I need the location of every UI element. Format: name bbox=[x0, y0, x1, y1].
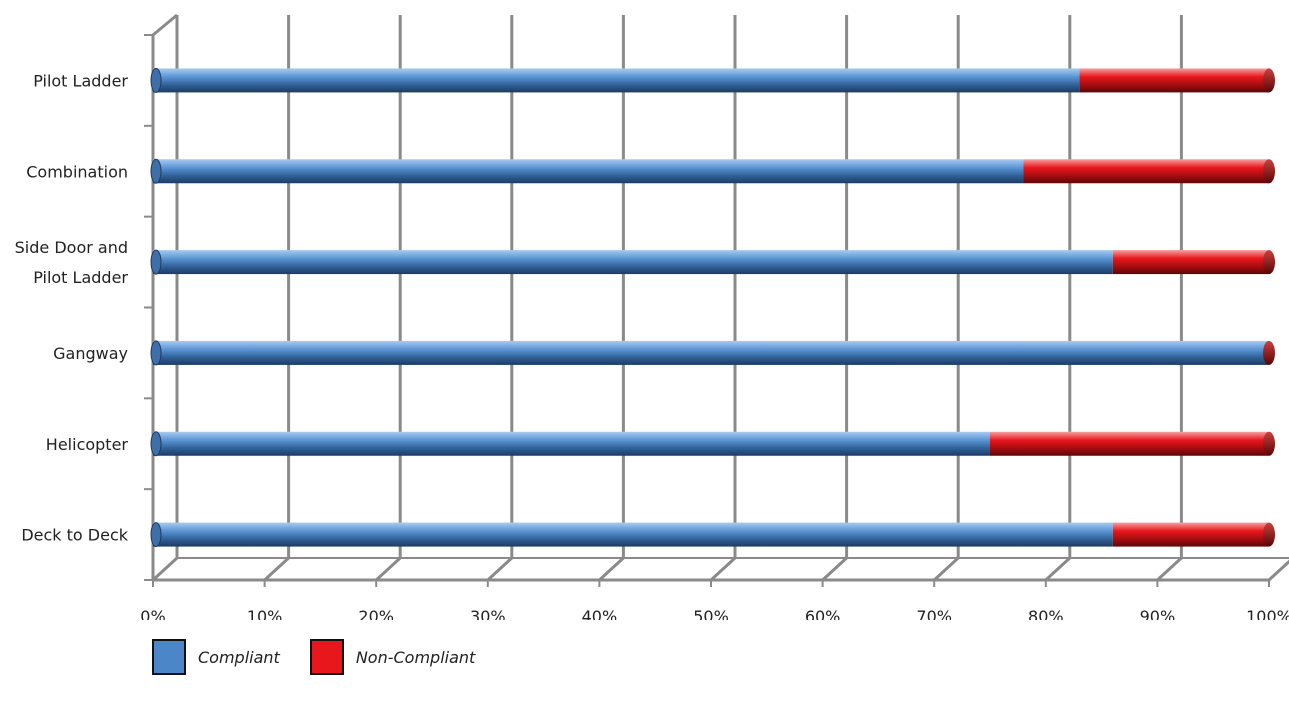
x-tick-label-2: 20% bbox=[358, 607, 394, 620]
bar-start-cap-5 bbox=[150, 522, 162, 548]
bar-compliant-3 bbox=[153, 340, 1269, 365]
bar-compliant-4 bbox=[153, 431, 990, 456]
bar-start-cap-0 bbox=[150, 67, 162, 93]
bar-non-compliant-4 bbox=[990, 431, 1269, 456]
floor-diagonal-1 bbox=[263, 556, 290, 582]
legend-swatch-non-compliant bbox=[309, 639, 344, 675]
x-tick-label-0: 0% bbox=[140, 607, 165, 620]
stacked-bar-chart: 0% 10% 20% 30% 40% 50% 60% 70% 80% 90% 100% Pilot L… bbox=[15, 13, 1289, 620]
bar-non-compliant-0 bbox=[1079, 68, 1269, 93]
y-tick-label-2-1: Pilot Ladder bbox=[33, 268, 128, 287]
floor-diagonal-3 bbox=[486, 556, 513, 582]
y-tick-label-3-0: Gangway bbox=[53, 344, 128, 363]
floor-diagonal-2 bbox=[375, 556, 402, 582]
bar-non-compliant-5 bbox=[1112, 522, 1269, 547]
bar-end-cap-3 bbox=[1263, 340, 1275, 365]
bar-end-cap-4 bbox=[1263, 431, 1275, 456]
floor-diagonal-8 bbox=[1044, 556, 1071, 582]
y-tick-label-2-0: Side Door and bbox=[15, 238, 128, 257]
bar-start-cap-1 bbox=[150, 158, 162, 184]
x-tick-label-8: 80% bbox=[1028, 607, 1064, 620]
bar-compliant-0 bbox=[153, 68, 1080, 93]
legend-item-compliant: Compliant bbox=[152, 639, 280, 675]
legend-label-non-compliant: Non-Compliant bbox=[355, 647, 476, 667]
x-tick-label-7: 70% bbox=[916, 607, 952, 620]
x-tick-label-3: 30% bbox=[470, 607, 506, 620]
legend-item-non-compliant: Non-Compliant bbox=[309, 639, 476, 675]
legend: Compliant Non-Compliant bbox=[152, 639, 475, 675]
y-axis-top-diagonal bbox=[152, 13, 178, 37]
x-tick-label-6: 60% bbox=[805, 607, 841, 620]
legend-swatch-compliant bbox=[152, 639, 186, 675]
y-tick-label-5-0: Deck to Deck bbox=[21, 526, 128, 545]
floor-diagonal-6 bbox=[821, 556, 848, 582]
bar-non-compliant-1 bbox=[1023, 159, 1269, 184]
x-tick-label-9: 90% bbox=[1140, 607, 1176, 620]
x-tick-label-4: 40% bbox=[582, 607, 618, 620]
bar-end-cap-0 bbox=[1263, 68, 1275, 93]
x-tick-label-10: 100% bbox=[1246, 607, 1289, 620]
floor-diagonal-0 bbox=[151, 556, 179, 582]
bar-start-cap-3 bbox=[150, 340, 162, 366]
floor-diagonal-7 bbox=[933, 556, 960, 582]
floor-diagonal-9 bbox=[1156, 556, 1183, 582]
x-tick-label-5: 50% bbox=[693, 607, 729, 620]
bar-compliant-2 bbox=[153, 250, 1113, 275]
y-tick-label-0-0: Pilot Ladder bbox=[33, 71, 128, 90]
floor-diagonal-4 bbox=[598, 556, 625, 582]
y-tick-label-1-0: Combination bbox=[26, 162, 128, 181]
bar-start-cap-4 bbox=[150, 431, 162, 457]
legend-label-compliant: Compliant bbox=[198, 647, 280, 667]
y-tick-label-4-0: Helicopter bbox=[46, 435, 129, 454]
bar-non-compliant-2 bbox=[1112, 250, 1269, 275]
bar-end-cap-5 bbox=[1263, 522, 1275, 547]
bar-compliant-1 bbox=[153, 159, 1024, 184]
bar-end-cap-1 bbox=[1263, 159, 1275, 184]
floor-diagonal-5 bbox=[709, 556, 737, 582]
floor-diagonal-10 bbox=[1267, 559, 1289, 582]
x-tick-label-1: 10% bbox=[247, 607, 283, 620]
bar-start-cap-2 bbox=[150, 249, 162, 275]
bar-compliant-5 bbox=[153, 522, 1113, 547]
bar-end-cap-2 bbox=[1263, 250, 1275, 275]
